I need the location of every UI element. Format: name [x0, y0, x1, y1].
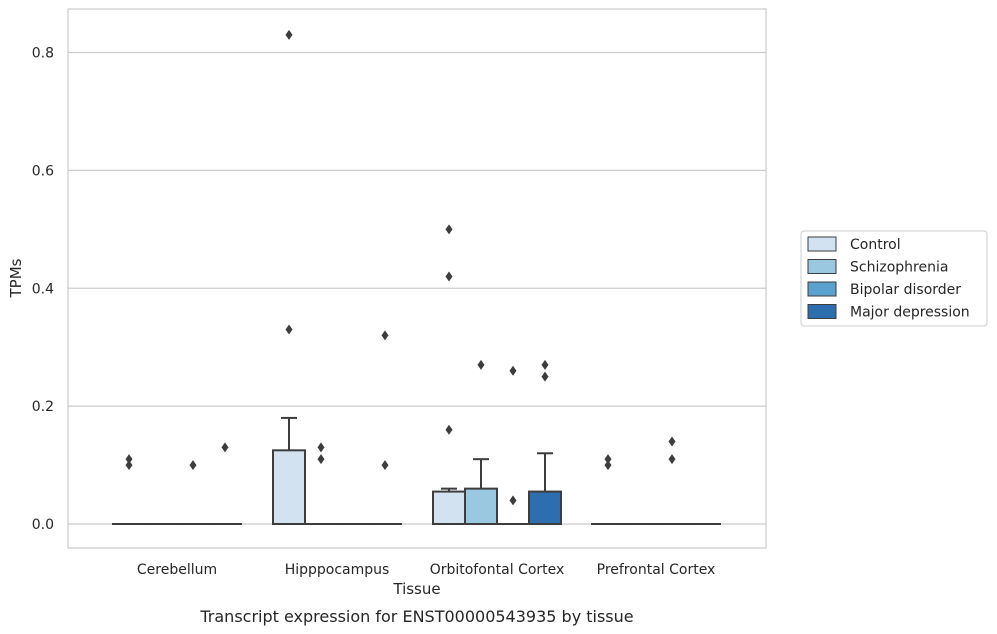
- outlier-point: [381, 460, 389, 471]
- y-tick-label: 0.0: [32, 517, 54, 533]
- outlier-point: [604, 454, 612, 465]
- outlier-point: [445, 224, 453, 235]
- outlier-point: [221, 442, 229, 453]
- legend-frame: [800, 230, 988, 327]
- box-group: [112, 454, 146, 526]
- y-tick-label: 0.2: [32, 399, 54, 415]
- box-group: [655, 436, 689, 526]
- outlier-point: [668, 436, 676, 447]
- box-group: [432, 224, 466, 526]
- x-axis-label: Tissue: [392, 580, 440, 598]
- box-group: [496, 365, 530, 526]
- legend: Control Schizophrenia Bipolar disorder Majo…: [800, 230, 988, 327]
- y-tick-label: 0.6: [32, 163, 54, 179]
- outlier-point: [317, 442, 325, 453]
- outlier-point: [189, 460, 197, 471]
- legend-swatch: [807, 304, 837, 319]
- y-tick-labels: 0.0 0.2 0.4 0.6 0.8: [32, 46, 54, 534]
- outlier-point: [541, 371, 549, 382]
- x-tick-labels: Cerebellum Hipppocampus Orbitofontal Corte…: [137, 562, 715, 578]
- outlier-point: [477, 359, 485, 370]
- outlier-point: [125, 460, 133, 471]
- outlier-point: [668, 454, 676, 465]
- outlier-point: [381, 330, 389, 341]
- legend-label: Major depression: [850, 305, 970, 321]
- box-group: [368, 330, 402, 526]
- legend-label: Bipolar disorder: [850, 282, 961, 298]
- box-group: [304, 442, 338, 526]
- box-group: [176, 460, 210, 526]
- box: [464, 487, 498, 526]
- legend-swatch: [807, 281, 837, 297]
- gridlines: [68, 51, 766, 525]
- y-tick-label: 0.4: [32, 281, 54, 297]
- x-tick-label: Prefrontal Cortex: [597, 562, 716, 578]
- box-group: [464, 359, 498, 526]
- box: [432, 490, 466, 526]
- outlier-point: [604, 460, 612, 471]
- outlier-point: [509, 495, 517, 506]
- legend-swatch: [807, 259, 837, 274]
- box-group: [528, 359, 562, 526]
- boxes-layer: [112, 29, 721, 526]
- chart-caption: Transcript expression for ENST0000054393…: [199, 607, 633, 626]
- y-axis-label: TPMs: [7, 258, 25, 298]
- x-tick-label: Hipppocampus: [285, 562, 390, 578]
- outlier-point: [285, 29, 293, 40]
- outlier-point: [445, 271, 453, 282]
- plot-frame: [67, 8, 767, 549]
- legend-label: Control: [850, 237, 901, 253]
- box-group: [591, 454, 625, 526]
- y-tick-label: 0.8: [32, 46, 54, 62]
- box: [272, 449, 306, 525]
- outlier-point: [285, 324, 293, 335]
- outlier-point: [317, 454, 325, 465]
- x-tick-label: Cerebellum: [137, 562, 217, 578]
- outlier-point: [509, 365, 517, 376]
- outlier-point: [445, 424, 453, 435]
- x-tick-label: Orbitofontal Cortex: [430, 562, 565, 578]
- box: [528, 490, 562, 526]
- outlier-point: [125, 454, 133, 465]
- box-group: [208, 442, 242, 526]
- legend-swatch: [807, 236, 837, 252]
- legend-label: Schizophrenia: [850, 260, 948, 276]
- outlier-point: [541, 359, 549, 370]
- box-group: [272, 29, 306, 525]
